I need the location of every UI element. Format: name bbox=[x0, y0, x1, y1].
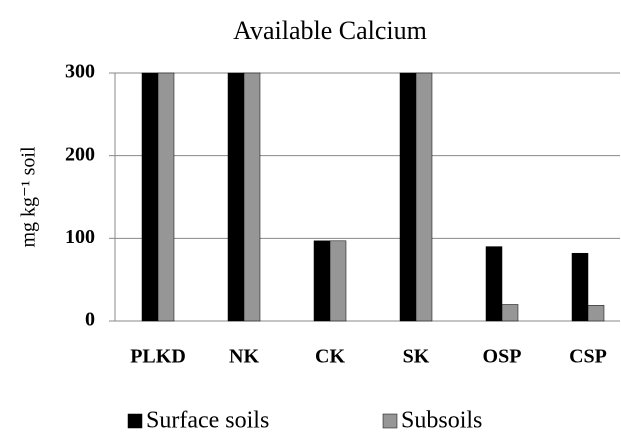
y-tick-label: 200 bbox=[65, 143, 95, 165]
x-tick-label: NK bbox=[229, 346, 259, 368]
bar bbox=[227, 72, 245, 322]
x-tick-label: PLKD bbox=[130, 346, 186, 368]
bar bbox=[587, 305, 605, 322]
y-tick-label: 100 bbox=[65, 226, 95, 248]
x-tick-label: OSP bbox=[483, 346, 522, 368]
bar bbox=[399, 72, 417, 322]
bar bbox=[415, 72, 433, 322]
y-tick-label: 300 bbox=[65, 61, 95, 83]
bar bbox=[485, 246, 503, 322]
x-tick-label: CK bbox=[315, 346, 345, 368]
bar bbox=[243, 72, 261, 322]
x-tick-label: SK bbox=[403, 346, 430, 368]
bar bbox=[157, 72, 175, 322]
x-tick-label: CSP bbox=[569, 346, 607, 368]
legend-label: Surface soils bbox=[146, 408, 269, 434]
legend-label: Subsoils bbox=[401, 408, 482, 434]
bar bbox=[141, 72, 159, 322]
y-tick-label: 0 bbox=[85, 309, 95, 331]
bar bbox=[571, 252, 589, 322]
bar bbox=[329, 240, 347, 322]
legend-swatch bbox=[382, 413, 398, 429]
legend-swatch bbox=[127, 413, 143, 429]
y-axis-label: mg kg⁻¹ soil bbox=[18, 146, 40, 247]
chart-title: Available Calcium bbox=[233, 16, 427, 45]
bar bbox=[501, 304, 519, 322]
bar bbox=[313, 240, 331, 322]
